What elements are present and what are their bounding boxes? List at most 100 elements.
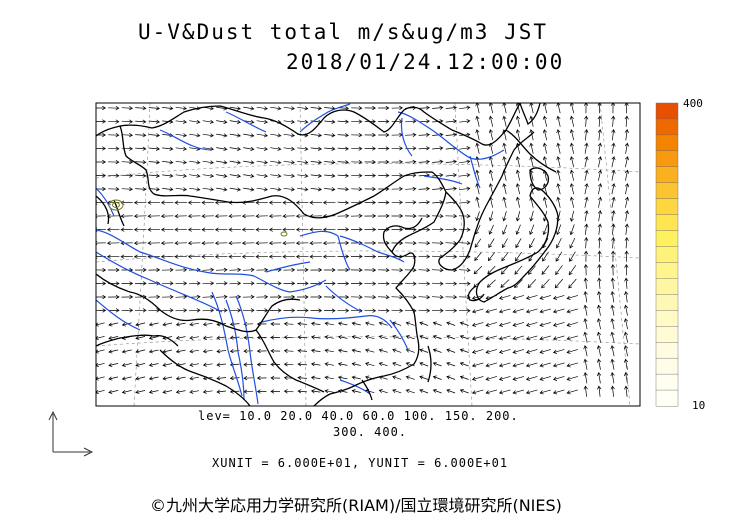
wind-vector-arrow bbox=[351, 375, 361, 380]
wind-vector-arrow bbox=[405, 200, 417, 205]
wind-vector-arrow bbox=[498, 389, 511, 395]
wind-vector-arrow bbox=[310, 160, 322, 165]
wind-vector-arrow bbox=[216, 362, 227, 367]
wind-vector-arrow bbox=[215, 308, 228, 313]
wind-vector-arrow bbox=[174, 241, 187, 246]
wind-vector-arrow bbox=[162, 376, 173, 381]
wind-vector-arrow bbox=[295, 241, 309, 246]
wind-vector-arrow bbox=[297, 389, 308, 394]
wind-vector-arrow bbox=[446, 321, 456, 326]
wind-vector-arrow bbox=[351, 119, 363, 124]
wind-vector-arrow bbox=[337, 375, 348, 380]
wind-vector-arrow bbox=[597, 210, 603, 222]
wind-vector-arrow bbox=[283, 187, 295, 192]
wind-vector-arrow bbox=[148, 362, 159, 367]
wind-vector-arrow bbox=[148, 106, 160, 111]
wind-vector-arrow bbox=[475, 115, 480, 127]
wind-vector-arrow bbox=[297, 160, 309, 165]
wind-vector-arrow bbox=[351, 146, 363, 151]
wind-vector-arrow bbox=[256, 146, 268, 151]
wind-vector-arrow bbox=[583, 385, 588, 397]
wind-vector-arrow bbox=[624, 183, 630, 195]
wind-vector-arrow bbox=[583, 304, 588, 316]
wind-vector-arrow bbox=[282, 241, 295, 246]
wind-vector-arrow bbox=[392, 348, 402, 353]
wind-vector-arrow bbox=[256, 173, 268, 178]
wind-vector-arrow bbox=[283, 335, 294, 340]
wind-vector-arrow bbox=[256, 375, 267, 381]
wind-vector-arrow bbox=[135, 187, 147, 192]
wind-vector-arrow bbox=[337, 308, 350, 313]
wind-vector-arrow bbox=[597, 129, 602, 141]
wind-vector-arrow bbox=[623, 345, 629, 357]
wind-vector-arrow bbox=[569, 183, 575, 195]
wind-vector-arrow bbox=[445, 241, 458, 246]
wind-vector-arrow bbox=[175, 322, 186, 327]
wind-vector-arrow bbox=[162, 173, 174, 178]
wind-vector-arrow bbox=[337, 133, 349, 138]
wind-vector-arrow bbox=[310, 348, 321, 353]
wind-vector-arrow bbox=[229, 335, 240, 340]
wind-vector-arrow bbox=[337, 321, 348, 326]
wind-vector-arrow bbox=[539, 362, 551, 368]
wind-vector-arrow bbox=[610, 331, 615, 343]
wind-vector-arrow bbox=[445, 186, 457, 191]
wind-vector-arrow bbox=[432, 334, 442, 340]
wind-vector-arrow bbox=[610, 291, 615, 303]
wind-vector-arrow bbox=[189, 187, 201, 192]
wind-vector-arrow bbox=[337, 294, 350, 300]
wind-vector-arrow bbox=[322, 200, 336, 205]
wind-vector-arrow bbox=[282, 227, 295, 232]
wind-vector-arrow bbox=[541, 278, 550, 289]
wind-vector-arrow bbox=[108, 133, 120, 138]
wind-vector-arrow bbox=[214, 241, 228, 246]
wind-vector-arrow bbox=[337, 281, 350, 286]
wind-vector-arrow bbox=[552, 389, 565, 395]
wind-vector-arrow bbox=[324, 187, 336, 192]
wind-vector-arrow bbox=[556, 115, 561, 127]
wind-vector-arrow bbox=[418, 146, 430, 151]
wind-vector-arrow bbox=[432, 186, 444, 191]
colorbar-swatch bbox=[655, 166, 679, 184]
wind-vector-arrow bbox=[282, 254, 295, 259]
wind-vector-arrow bbox=[515, 238, 522, 249]
wind-vector-arrow bbox=[268, 200, 282, 205]
wind-vector-arrow bbox=[404, 295, 417, 300]
wind-vector-arrow bbox=[566, 376, 578, 381]
wind-vector-arrow bbox=[216, 160, 228, 165]
wind-vector-arrow bbox=[106, 254, 120, 259]
wind-vector-arrow bbox=[229, 173, 241, 179]
wind-vector-arrow bbox=[471, 308, 484, 314]
wind-vector-arrow bbox=[459, 200, 471, 205]
wind-vector-arrow bbox=[228, 214, 241, 219]
wind-vector-arrow bbox=[135, 173, 147, 178]
wind-vector-arrow bbox=[135, 106, 147, 111]
wind-vector-arrow bbox=[584, 210, 589, 222]
wind-vector-arrow bbox=[107, 294, 120, 300]
wind-vector-arrow bbox=[255, 200, 268, 205]
wind-vector-arrow bbox=[446, 388, 456, 394]
wind-vector-arrow bbox=[485, 349, 497, 354]
wind-vector-arrow bbox=[147, 227, 160, 232]
wind-vector-arrow bbox=[569, 142, 575, 154]
wind-vector-arrow bbox=[597, 250, 602, 262]
wind-vector-arrow bbox=[202, 267, 215, 272]
wind-vector-arrow bbox=[392, 321, 402, 326]
wind-vector-arrow bbox=[569, 169, 575, 181]
wind-vector-arrow bbox=[297, 119, 309, 124]
wind-vector-arrow bbox=[351, 389, 361, 394]
wind-vector-arrow bbox=[256, 294, 269, 299]
wind-vector-arrow bbox=[256, 389, 267, 394]
wind-vector-arrow bbox=[351, 254, 363, 259]
wind-vector-arrow bbox=[624, 237, 629, 249]
wind-vector-arrow bbox=[377, 281, 390, 286]
wind-vector-arrow bbox=[486, 279, 496, 288]
wind-vector-arrow bbox=[431, 295, 444, 300]
wind-vector-arrow bbox=[597, 115, 602, 127]
wind-vector-arrow bbox=[502, 156, 507, 168]
wind-vector-arrow bbox=[337, 146, 349, 151]
wind-vector-arrow bbox=[475, 142, 480, 154]
wind-vector-arrow bbox=[283, 133, 295, 138]
wind-vector-arrow bbox=[512, 376, 524, 381]
